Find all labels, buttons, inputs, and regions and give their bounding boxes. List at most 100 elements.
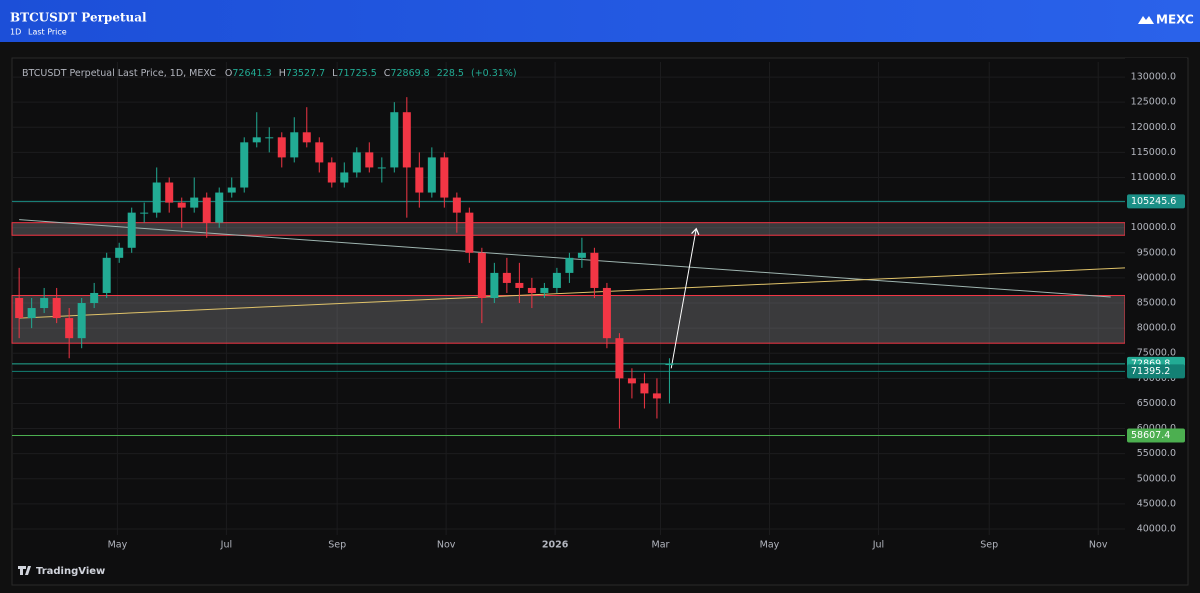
y-tick-label: 95000.0 (1137, 247, 1176, 258)
y-tick-label: 55000.0 (1137, 448, 1176, 459)
candle-body (190, 197, 199, 208)
x-tick-label: Nov (437, 540, 456, 551)
legend-value: 72641.3 (232, 68, 271, 79)
candle-body (577, 252, 586, 258)
header-brand: MEXC (1156, 13, 1194, 27)
candle-body (465, 212, 474, 253)
candle-body (352, 152, 361, 173)
y-tick-label: 110000.0 (1131, 172, 1176, 183)
legend-title: BTCUSDT Perpetual Last Price, 1D, MEXC (22, 68, 216, 79)
candle-body (265, 137, 274, 139)
candle-body (102, 257, 111, 293)
zone (11, 294, 1126, 344)
x-tick-label: Sep (328, 540, 346, 551)
y-tick-label: 80000.0 (1137, 323, 1176, 334)
candle-body (252, 137, 261, 143)
trend-line (19, 267, 1126, 319)
candle-body (40, 297, 49, 309)
candle-body (590, 252, 599, 288)
candle-body (127, 212, 136, 248)
candle-body (140, 212, 149, 214)
y-tick-label: 120000.0 (1131, 122, 1176, 133)
candle-body (277, 137, 286, 158)
y-tick-label: 90000.0 (1137, 272, 1176, 283)
x-tick-label: 2026 (542, 540, 569, 551)
candle-body (377, 167, 386, 169)
candle-body (340, 172, 349, 183)
candle-body (365, 152, 374, 168)
candle-body (427, 157, 436, 193)
brand-icon (1138, 16, 1154, 24)
candle-body (602, 287, 611, 339)
x-tick-label: Nov (1089, 540, 1108, 551)
candle-body (627, 378, 636, 384)
candle-body (65, 318, 74, 339)
candle-body (477, 252, 486, 298)
candle-body (490, 272, 499, 298)
header-price-type: Last Price (28, 28, 67, 37)
candle-body (327, 162, 336, 183)
candle-body (452, 197, 461, 213)
y-tick-label: 125000.0 (1131, 97, 1176, 108)
candle-body (415, 167, 424, 193)
candle-body (515, 282, 524, 288)
candle-body (15, 297, 24, 319)
level-label: 58607.4 (1131, 430, 1170, 441)
candle-body (665, 363, 674, 366)
x-tick-label: Sep (980, 540, 998, 551)
candle-body (202, 197, 211, 223)
candle-body (302, 132, 311, 143)
y-tick-label: 85000.0 (1137, 298, 1176, 309)
candle-body (165, 182, 174, 203)
y-tick-label: 40000.0 (1137, 523, 1176, 534)
y-tick-label: 100000.0 (1131, 222, 1176, 233)
zone (11, 222, 1126, 236)
legend-value: 72869.8 (390, 68, 429, 79)
candle-body (565, 257, 574, 273)
x-tick-label: Jul (872, 540, 884, 551)
header-interval: 1D (10, 28, 21, 37)
y-tick-label: 70000.0 (1137, 373, 1176, 384)
legend-change-pct: (+0.31%) (471, 68, 517, 79)
candle-body (215, 192, 224, 223)
level-label: 72869.8 (1131, 358, 1170, 369)
x-tick-label: May (760, 540, 780, 551)
candle-body (315, 142, 324, 163)
x-tick-label: Jul (220, 540, 232, 551)
legend-label: L (332, 68, 338, 79)
header-title: BTCUSDT Perpetual (10, 11, 147, 25)
legend-value: 73527.7 (286, 68, 325, 79)
legend-value: 71725.5 (337, 68, 376, 79)
level-label: 71395.2 (1131, 366, 1170, 377)
y-tick-label: 65000.0 (1137, 398, 1176, 409)
candle-body (240, 142, 249, 188)
legend-label: O (225, 68, 232, 79)
x-tick-label: Mar (652, 540, 670, 551)
candle-body (402, 112, 411, 168)
candle-body (540, 287, 549, 293)
y-tick-label: 50000.0 (1137, 473, 1176, 484)
y-tick-label: 115000.0 (1131, 147, 1176, 158)
candle-body (640, 383, 649, 394)
chart-legend: BTCUSDT Perpetual Last Price, 1D, MEXC O… (22, 68, 517, 79)
candle-body (502, 272, 511, 283)
legend-label: H (279, 68, 286, 79)
candle-body (615, 338, 624, 379)
candle-body (290, 132, 299, 158)
candle-body (115, 247, 124, 258)
trend-line (670, 229, 696, 369)
candle-body (52, 297, 61, 319)
candle-body (390, 112, 399, 168)
legend-label: C (384, 68, 391, 79)
candle-body (527, 287, 536, 293)
candle-body (652, 393, 661, 399)
candle-body (90, 292, 99, 304)
trend-line (19, 219, 1111, 298)
level-label-bg (1127, 428, 1185, 443)
level-label-bg (1127, 364, 1185, 379)
candle-body (227, 187, 236, 193)
header-bar (0, 0, 1200, 42)
candle-body (27, 308, 36, 319)
y-tick-label: 130000.0 (1131, 72, 1176, 83)
